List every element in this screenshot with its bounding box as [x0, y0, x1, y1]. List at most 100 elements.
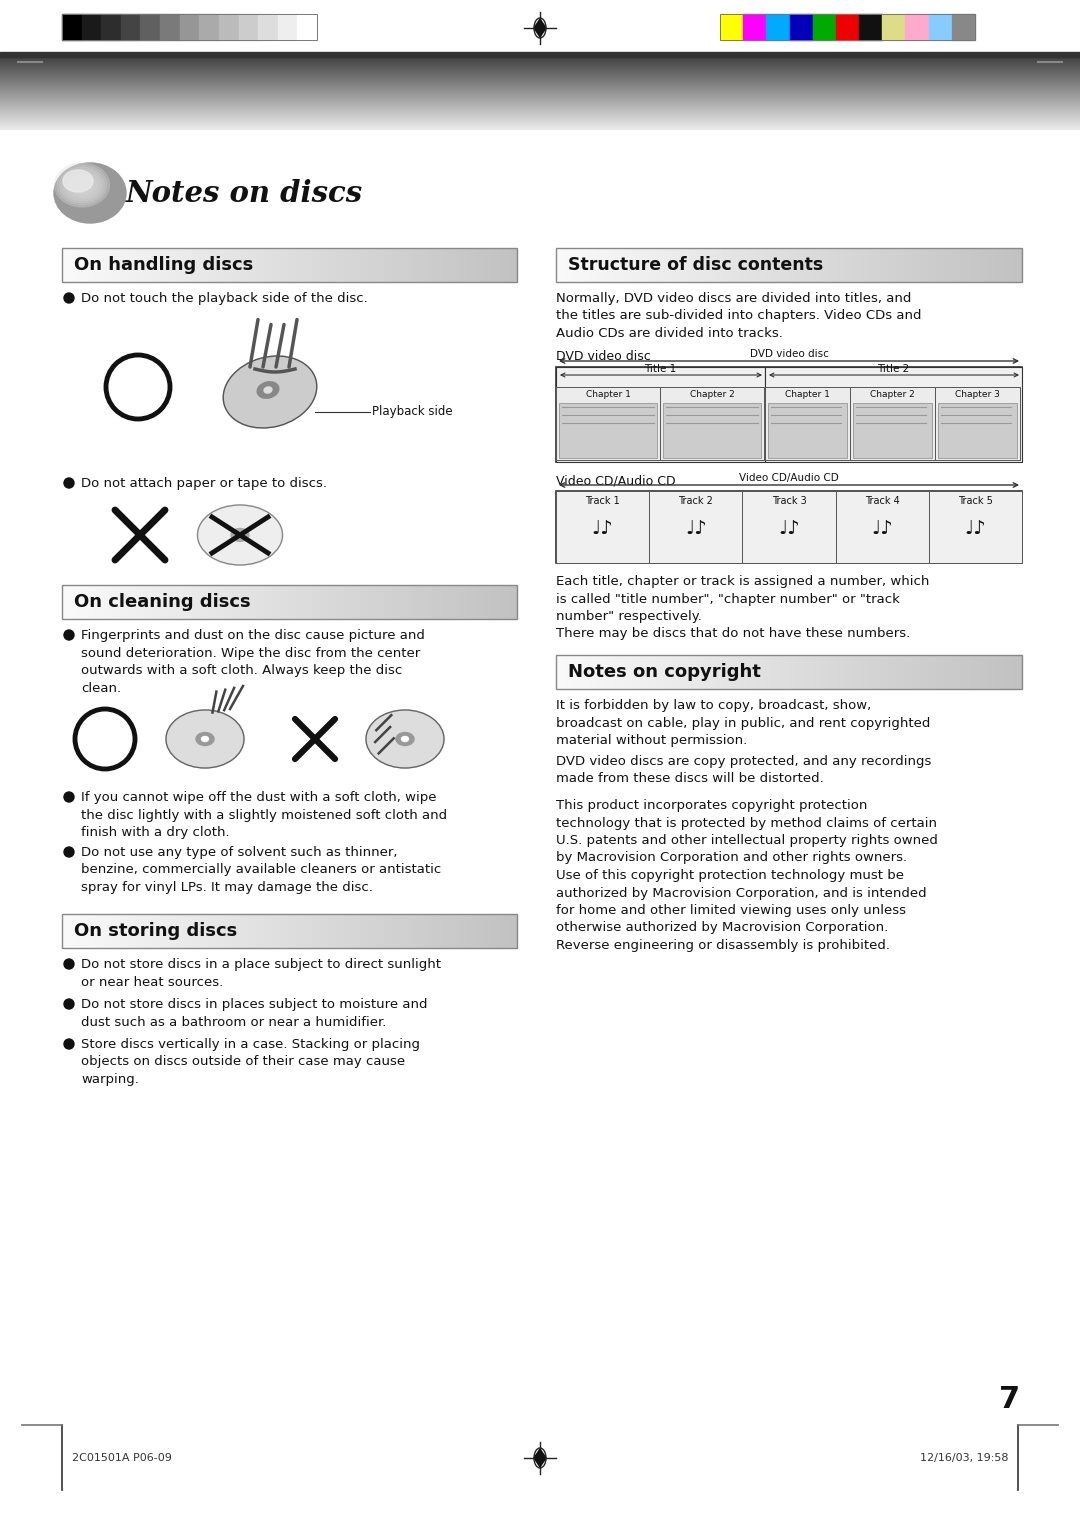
Text: ♩♪: ♩♪	[964, 520, 986, 538]
Text: Do not store discs in places subject to moisture and
dust such as a bathroom or : Do not store discs in places subject to …	[81, 998, 428, 1028]
Bar	[836, 490, 929, 562]
Ellipse shape	[231, 529, 249, 541]
Text: ♩♪: ♩♪	[778, 520, 800, 538]
Circle shape	[64, 999, 75, 1008]
Bar	[297, 14, 318, 40]
Bar	[768, 403, 847, 458]
Bar	[720, 14, 743, 40]
Polygon shape	[534, 18, 546, 37]
Bar	[765, 367, 1022, 461]
Text: Track 3: Track 3	[771, 497, 807, 506]
Ellipse shape	[195, 732, 214, 746]
Text: Chapter 1: Chapter 1	[585, 390, 631, 399]
Text: Playback side: Playback side	[372, 405, 453, 419]
Bar	[559, 403, 657, 458]
Bar	[258, 14, 278, 40]
Bar	[0, 52, 1080, 57]
Bar	[850, 387, 935, 460]
Circle shape	[64, 478, 75, 487]
Bar	[62, 585, 517, 619]
Text: Do not attach paper or tape to discs.: Do not attach paper or tape to discs.	[81, 477, 327, 490]
Circle shape	[64, 293, 75, 303]
Bar	[905, 14, 929, 40]
Ellipse shape	[402, 736, 408, 741]
Text: Title 2: Title 2	[877, 364, 909, 374]
Bar	[82, 14, 102, 40]
Text: 2C01501A P06-09: 2C01501A P06-09	[72, 1453, 172, 1462]
Ellipse shape	[72, 177, 92, 193]
Bar	[836, 14, 859, 40]
Text: Title 1: Title 1	[645, 364, 677, 374]
Ellipse shape	[67, 173, 97, 197]
Bar	[556, 490, 1022, 562]
Bar	[556, 490, 649, 562]
Polygon shape	[534, 1449, 546, 1467]
Ellipse shape	[224, 356, 316, 428]
Ellipse shape	[57, 165, 107, 205]
Ellipse shape	[54, 163, 126, 223]
Ellipse shape	[59, 167, 105, 203]
Text: Chapter 1: Chapter 1	[785, 390, 829, 399]
Bar	[556, 656, 1022, 689]
Bar	[179, 14, 200, 40]
Text: Chapter 3: Chapter 3	[955, 390, 1000, 399]
Ellipse shape	[264, 387, 272, 393]
Ellipse shape	[54, 163, 109, 206]
Text: 7: 7	[536, 1452, 544, 1464]
Text: 7: 7	[999, 1384, 1020, 1413]
Text: Track 2: Track 2	[678, 497, 713, 506]
Text: Video CD/Audio CD: Video CD/Audio CD	[739, 474, 839, 483]
Text: On handling discs: On handling discs	[75, 257, 253, 274]
Bar	[935, 387, 1020, 460]
Bar	[929, 14, 951, 40]
Bar	[951, 14, 975, 40]
Bar	[278, 14, 297, 40]
Text: Track 1: Track 1	[585, 497, 620, 506]
Bar	[663, 403, 761, 458]
Bar	[859, 14, 882, 40]
Bar	[765, 387, 850, 460]
Text: Each title, chapter or track is assigned a number, which
is called "title number: Each title, chapter or track is assigned…	[556, 575, 930, 640]
Text: Structure of disc contents: Structure of disc contents	[568, 257, 823, 274]
Bar	[882, 14, 905, 40]
Ellipse shape	[198, 504, 283, 565]
Bar	[160, 14, 179, 40]
Bar	[929, 490, 1022, 562]
Circle shape	[64, 960, 75, 969]
Text: Notes on copyright: Notes on copyright	[568, 663, 761, 681]
Ellipse shape	[257, 382, 279, 399]
Bar	[813, 14, 836, 40]
Bar	[556, 248, 1022, 283]
Bar	[102, 14, 121, 40]
Text: DVD video discs are copy protected, and any recordings
made from these discs wil: DVD video discs are copy protected, and …	[556, 755, 931, 785]
Ellipse shape	[237, 532, 243, 538]
Ellipse shape	[166, 711, 244, 769]
Bar	[62, 248, 517, 283]
Bar	[239, 14, 258, 40]
Bar	[140, 14, 160, 40]
Text: Chapter 2: Chapter 2	[870, 390, 915, 399]
Text: This product incorporates copyright protection
technology that is protected by m: This product incorporates copyright prot…	[556, 799, 937, 952]
Text: Do not touch the playback side of the disc.: Do not touch the playback side of the di…	[81, 292, 368, 306]
Text: Do not use any type of solvent such as thinner,
benzine, commercially available : Do not use any type of solvent such as t…	[81, 847, 442, 894]
Text: ♩♪: ♩♪	[685, 520, 706, 538]
Text: DVD video disc: DVD video disc	[556, 350, 651, 364]
Text: Store discs vertically in a case. Stacking or placing
objects on discs outside o: Store discs vertically in a case. Stacki…	[81, 1038, 420, 1086]
Text: 12/16/03, 19:58: 12/16/03, 19:58	[919, 1453, 1008, 1462]
Circle shape	[64, 792, 75, 802]
Ellipse shape	[396, 732, 414, 746]
Bar	[556, 387, 660, 460]
Bar	[743, 14, 767, 40]
Ellipse shape	[62, 170, 102, 202]
Bar	[767, 14, 789, 40]
Bar	[939, 403, 1017, 458]
Text: ♩♪: ♩♪	[592, 520, 613, 538]
Circle shape	[64, 1039, 75, 1050]
Ellipse shape	[63, 170, 93, 193]
Ellipse shape	[366, 711, 444, 769]
Bar	[556, 367, 1022, 461]
Text: On cleaning discs: On cleaning discs	[75, 593, 251, 611]
Bar	[62, 14, 82, 40]
Ellipse shape	[69, 176, 95, 196]
Circle shape	[64, 630, 75, 640]
